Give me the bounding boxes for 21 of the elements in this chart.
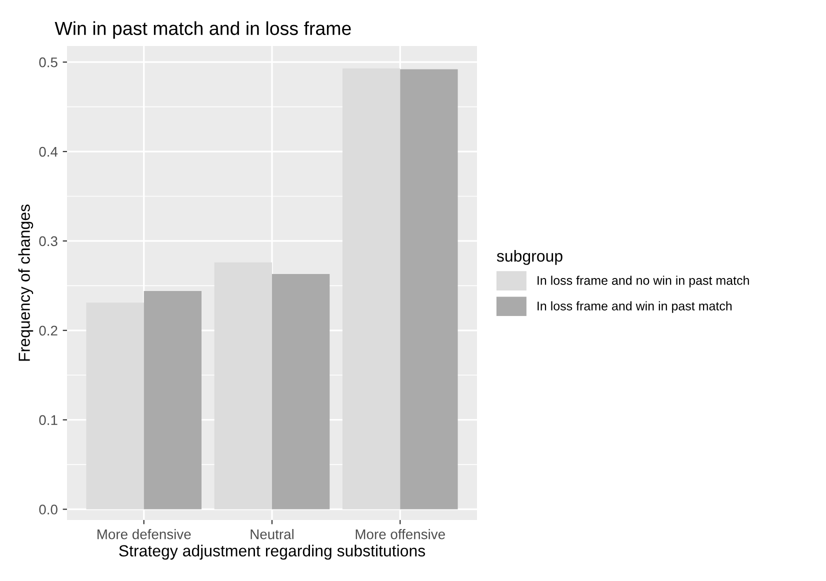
bar: [272, 274, 330, 510]
x-tick-label: More offensive: [356, 529, 445, 540]
bar: [400, 69, 458, 510]
y-tick-label: 0.0: [39, 504, 58, 514]
legend-label: In loss frame and no win in past match: [538, 276, 749, 288]
legend-title: subgroup: [496, 250, 562, 265]
x-axis-title: Strategy adjustment regarding substitutions: [119, 544, 426, 560]
bar: [214, 262, 272, 510]
x-tick-label: More defensive: [98, 529, 191, 540]
x-tick-label: Neutral: [250, 529, 294, 540]
bar: [144, 291, 202, 510]
chart-title: Win in past match and in loss frame: [54, 21, 351, 39]
y-tick-label: 0.4: [39, 146, 58, 157]
y-tick-label: 0.5: [39, 57, 58, 68]
y-tick-label: 0.1: [39, 415, 58, 426]
y-tick-label: 0.2: [39, 326, 58, 336]
y-axis-title: Frequency of changes: [18, 204, 34, 361]
y-tick-label: 0.3: [39, 236, 58, 246]
bar: [342, 68, 400, 510]
legend-label: In loss frame and win in past match: [538, 301, 732, 313]
bar: [86, 302, 144, 510]
